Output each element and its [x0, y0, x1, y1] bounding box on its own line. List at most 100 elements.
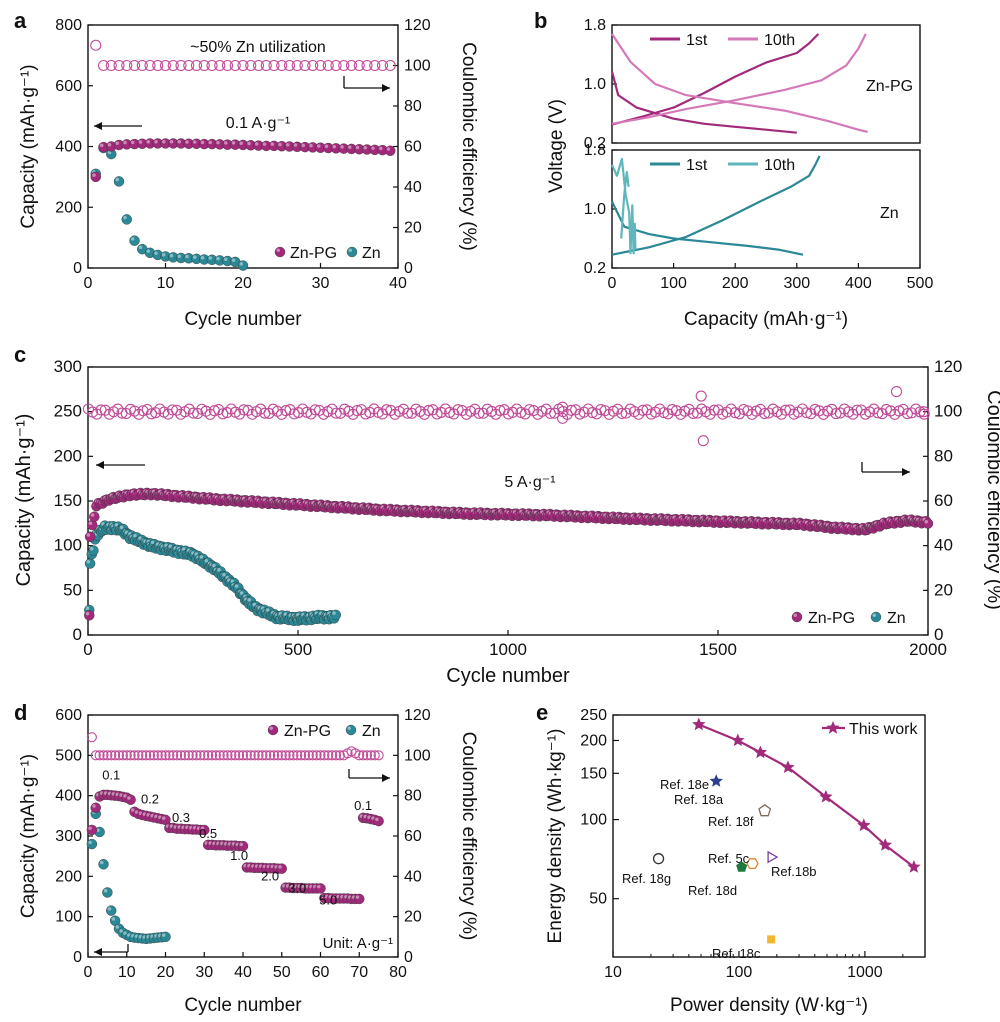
this-work-marker: [907, 860, 921, 873]
ce-marker: [725, 403, 737, 415]
ce-marker: [168, 750, 179, 761]
legend-zn-marker: [345, 724, 357, 736]
panel-c: c0 500 1000 1500 200005010015020025030002040…: [13, 342, 1000, 687]
zn-marker: [230, 256, 241, 268]
y2-tick-label: 100: [404, 58, 431, 75]
ce-marker: [137, 750, 148, 761]
annotation-current: 5 A·g⁻¹: [504, 474, 555, 491]
legend-zn-pg-marker-highlight: [269, 726, 273, 730]
zn-pg-marker-body: [199, 824, 210, 836]
zn-pg-marker-body: [84, 531, 96, 542]
ce-marker: [303, 750, 314, 761]
ce-marker: [172, 750, 183, 761]
y-axis-title: Capacity (mAh·g⁻¹): [18, 64, 39, 228]
ce-marker: [125, 750, 136, 761]
rate-label: 2.0: [261, 868, 279, 883]
zn-pg-marker: [89, 511, 100, 522]
zn-pg-marker-highlight: [92, 173, 96, 177]
arrow-left-axis-head: [94, 122, 102, 130]
zn-pg-marker-highlight: [90, 513, 95, 517]
zn-pg-marker-highlight: [200, 826, 205, 830]
y-tick-label: 100: [55, 909, 82, 926]
ce-marker: [855, 404, 867, 416]
zn-pg-marker: [385, 145, 396, 156]
rate-label: 0.1: [354, 798, 372, 813]
x-tick-label: 20: [157, 964, 175, 981]
ce-marker: [355, 404, 367, 416]
zn-pg-marker-body: [90, 171, 101, 183]
y2-tick-label: 40: [404, 868, 422, 885]
zn-marker: [106, 905, 117, 916]
ce-marker: [199, 750, 210, 761]
zn-pg-marker-highlight: [317, 884, 321, 889]
curve-10th: [610, 157, 637, 255]
this-work-marker: [819, 789, 833, 803]
ce-marker: [311, 750, 322, 761]
y2-tick-label: 20: [404, 220, 422, 237]
ce-marker: [121, 59, 133, 72]
x-tick-label: 70: [350, 964, 368, 981]
zn-marker-highlight: [114, 523, 119, 527]
y2-tick-label: 100: [934, 402, 962, 421]
zn-marker: [191, 253, 202, 265]
annotation-unit: Unit: A·g⁻¹: [323, 935, 393, 952]
zn-marker-highlight: [177, 254, 181, 258]
ce-marker: [238, 404, 250, 416]
y-tick-label: 0.2: [584, 260, 606, 277]
zn-marker-highlight: [208, 256, 212, 260]
zn-pg-marker: [90, 802, 101, 813]
ce-marker: [144, 59, 156, 72]
ce-marker: [299, 59, 311, 72]
y2-tick-label: 20: [934, 580, 953, 599]
zn-marker-highlight: [123, 931, 127, 935]
zn-marker: [183, 253, 194, 264]
zn-marker-highlight: [252, 602, 256, 607]
zn-pg-marker: [125, 794, 136, 805]
zn-marker-highlight: [216, 256, 220, 261]
ce-marker: [203, 750, 214, 761]
zn-pg-marker-highlight: [193, 140, 197, 144]
y2-tick-label: 20: [404, 909, 422, 926]
zn-marker-highlight: [181, 547, 186, 551]
legend-zn-marker: [870, 611, 882, 623]
ce-marker: [102, 750, 113, 761]
ce-marker: [265, 750, 276, 761]
legend-zn-label: Zn: [362, 723, 381, 740]
ce-marker: [90, 750, 101, 761]
ce-marker: [354, 750, 365, 761]
zn-marker: [94, 826, 105, 838]
ce-marker: [160, 750, 171, 761]
ce-marker: [291, 59, 303, 72]
zn-marker-highlight: [200, 255, 205, 260]
panel-label-a: a: [14, 8, 27, 33]
ce-marker: [113, 750, 125, 761]
zn-pg-marker-highlight: [131, 140, 135, 145]
subpanel-zn: 0.2 1.0 1.8 1st 10th Zn: [584, 142, 921, 277]
rate-label: 0.2: [141, 792, 159, 807]
zn-pg-marker: [84, 610, 95, 621]
ce-marker: [327, 750, 338, 761]
legend-this-work-marker: [826, 721, 840, 734]
zn-marker-body: [160, 931, 171, 943]
zn-marker: [121, 214, 132, 225]
y-tick-label: 150: [580, 765, 607, 782]
ce-marker: [330, 59, 342, 72]
y2-tick-label: 40: [404, 179, 422, 196]
x-tick-label: 0: [608, 275, 617, 292]
ce-marker: [376, 59, 389, 72]
ce-marker: [334, 750, 345, 761]
ce-marker: [117, 750, 128, 761]
legend-zn-pg-marker: [274, 246, 286, 258]
zn-pg-marker-highlight: [239, 141, 243, 145]
zn-pg-marker: [84, 531, 96, 542]
y-tick-label: 800: [55, 17, 82, 34]
x-axis-title: Cycle number: [184, 995, 302, 1016]
zn-pg-marker: [237, 840, 249, 852]
zn-marker: [206, 254, 218, 265]
zn-pg-marker-highlight: [123, 140, 127, 145]
y-tick-label: 400: [55, 139, 82, 156]
ce-marker: [288, 408, 300, 420]
zn-pg-marker: [346, 143, 357, 155]
ce-marker: [490, 408, 502, 420]
x-tick-label: 100: [660, 275, 687, 292]
